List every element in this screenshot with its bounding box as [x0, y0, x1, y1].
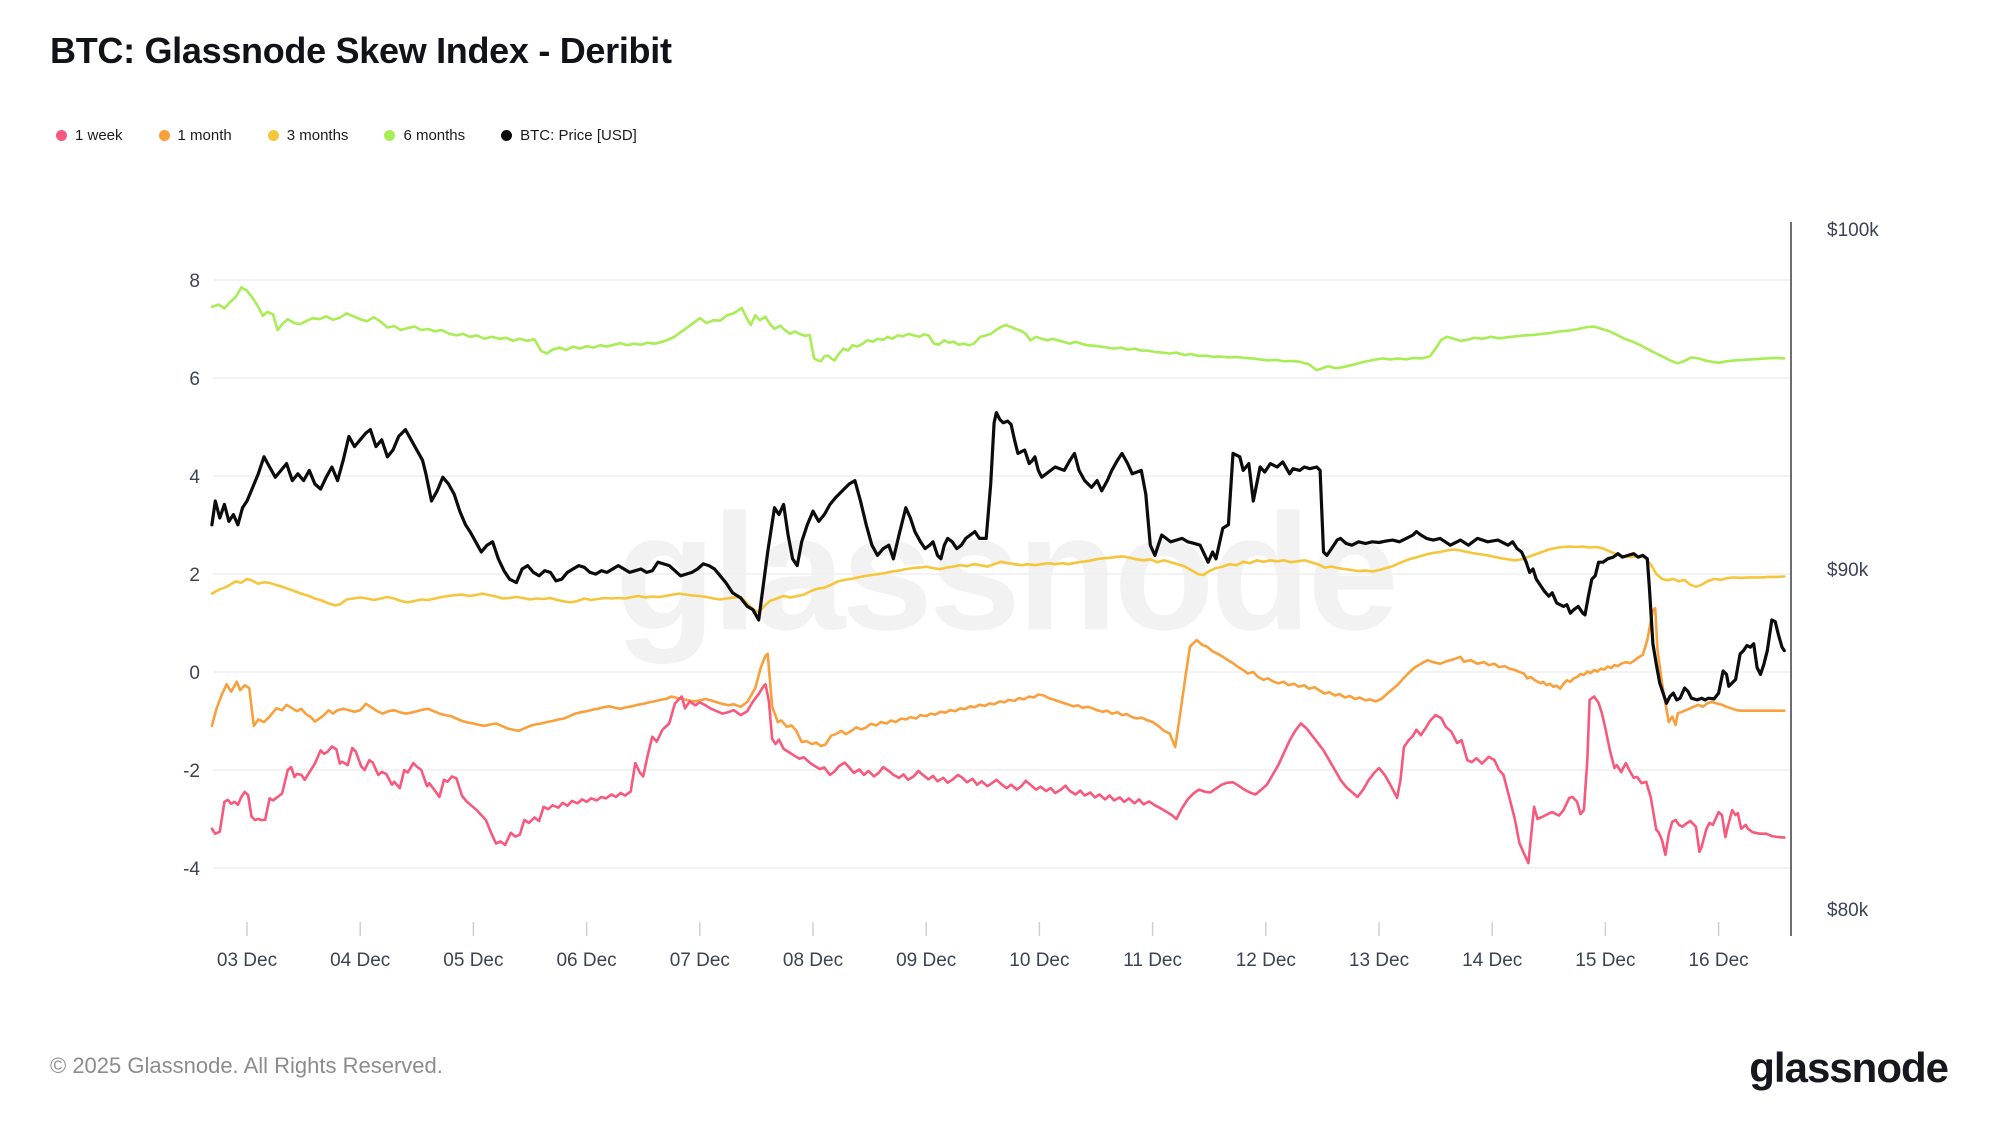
- chart-title: BTC: Glassnode Skew Index - Deribit: [50, 30, 672, 71]
- series-btc-price-usd-: [210, 411, 1786, 705]
- x-tick-label: 11 Dec: [1123, 950, 1182, 971]
- x-tick-label: 04 Dec: [330, 950, 390, 971]
- series-1-week: [210, 682, 1786, 865]
- glassnode-logo: glassnode: [1749, 1044, 1949, 1091]
- legend-item-six_months[interactable]: 6 months: [384, 127, 465, 144]
- legend-item-one_month[interactable]: 1 month: [158, 127, 232, 144]
- one_week-swatch-icon: [56, 130, 67, 141]
- x-tick-label: 03 Dec: [217, 950, 277, 971]
- x-tick-label: 06 Dec: [556, 950, 616, 971]
- one_month-swatch-icon: [158, 130, 170, 141]
- legend: 1 week 1 month 3 months 6 months BTC: Price …: [56, 127, 637, 144]
- series-1-month: [210, 606, 1786, 749]
- legend-label: BTC: Price [USD]: [520, 127, 637, 144]
- x-tick-label: 10 Dec: [1009, 950, 1069, 971]
- right-axis-label: $80k: [1827, 900, 1869, 921]
- x-tick-label: 08 Dec: [783, 950, 843, 971]
- left-axis-label: -4: [183, 859, 200, 880]
- right-axis-label: $100k: [1827, 220, 1879, 241]
- legend-item-one_week[interactable]: 1 week: [56, 127, 123, 144]
- series-3-months: [210, 545, 1786, 614]
- glassnode-watermark: glassnode: [614, 480, 1399, 664]
- legend-item-btc_price[interactable]: BTC: Price [USD]: [501, 127, 637, 144]
- x-tick-label: 07 Dec: [670, 950, 730, 971]
- x-tick-label: 09 Dec: [896, 950, 956, 971]
- legend-item-three_months[interactable]: 3 months: [267, 127, 349, 144]
- left-axis-label: -2: [183, 761, 200, 782]
- x-tick-label: 16 Dec: [1688, 950, 1748, 971]
- legend-label: 1 week: [75, 127, 123, 144]
- six_months-swatch-icon: [384, 130, 396, 141]
- left-axis-label: 2: [189, 565, 200, 586]
- left-axis-label: 4: [189, 467, 200, 488]
- x-tick-label: 13 Dec: [1349, 950, 1409, 971]
- left-axis-label: 6: [189, 369, 200, 390]
- left-axis-label: 0: [189, 663, 200, 684]
- right-axis-label: $90k: [1827, 560, 1869, 581]
- legend-label: 1 month: [177, 127, 232, 144]
- x-tick-label: 14 Dec: [1462, 950, 1522, 971]
- left-axis-label: 8: [189, 271, 200, 292]
- legend-label: 6 months: [403, 127, 466, 144]
- btc_price-swatch-icon: [501, 130, 513, 141]
- three_months-swatch-icon: [267, 130, 279, 141]
- x-tick-label: 12 Dec: [1236, 950, 1296, 971]
- x-tick-label: 05 Dec: [443, 950, 503, 971]
- legend-label: 3 months: [286, 127, 349, 144]
- series-6-months: [210, 286, 1786, 372]
- x-tick-label: 15 Dec: [1575, 950, 1635, 971]
- copyright-text: © 2025 Glassnode. All Rights Reserved.: [50, 1053, 443, 1078]
